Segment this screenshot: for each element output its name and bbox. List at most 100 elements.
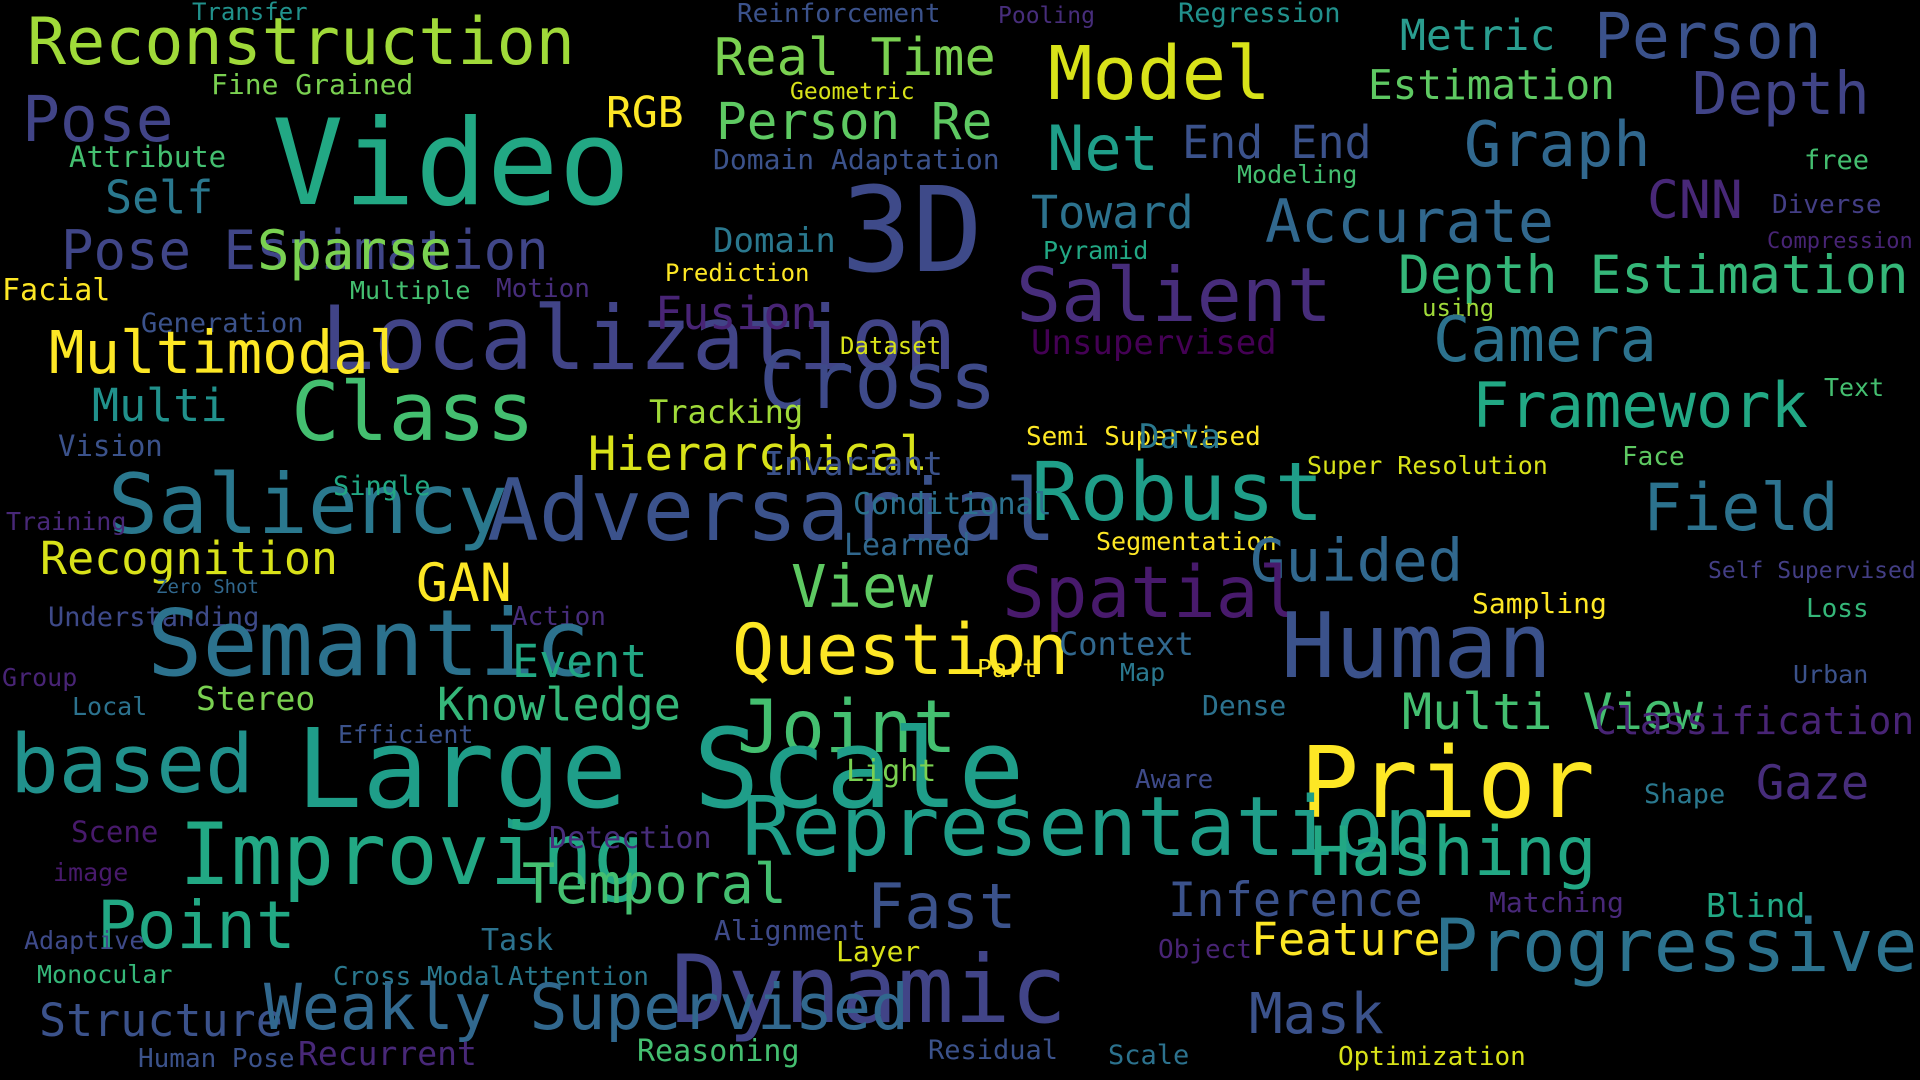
word-using: using	[1422, 294, 1495, 322]
word-multimodal: Multimodal	[49, 318, 405, 387]
word-cnn: CNN	[1647, 170, 1743, 231]
word-regression: Regression	[1178, 0, 1341, 29]
word-inference: Inference	[1168, 873, 1423, 928]
word-question: Question	[732, 609, 1070, 691]
word-sampling: Sampling	[1472, 587, 1607, 620]
word-spatial: Spatial	[1002, 551, 1302, 634]
word-knowledge: Knowledge	[437, 678, 681, 731]
word-scene: Scene	[71, 815, 159, 849]
word-group: Group	[2, 663, 78, 692]
word-alignment: Alignment	[714, 914, 866, 947]
word-based: based	[10, 718, 254, 812]
word-reconstruction: Reconstruction	[27, 5, 575, 80]
word-feature: Feature	[1251, 913, 1441, 966]
word-framework: Framework	[1472, 369, 1808, 442]
word-dense: Dense	[1202, 689, 1287, 722]
word-guided: Guided	[1250, 526, 1464, 595]
word-reasoning: Reasoning	[637, 1034, 800, 1069]
word-real-time: Real Time	[714, 28, 996, 88]
word-saliency: Saliency	[108, 456, 508, 553]
word-estimation: Estimation	[1368, 61, 1615, 109]
word-diverse: Diverse	[1772, 190, 1882, 220]
word-depth: Depth	[1692, 59, 1870, 128]
word-fusion: Fusion	[655, 287, 818, 340]
word-robust: Robust	[1031, 446, 1324, 540]
word-weakly-supervised: Weakly Supervised	[264, 971, 909, 1044]
word-stereo: Stereo	[196, 679, 316, 718]
word-recurrent: Recurrent	[298, 1034, 477, 1073]
word-rgb: RGB	[606, 88, 684, 138]
word-cross: Cross	[759, 335, 997, 427]
word-optimization: Optimization	[1338, 1042, 1526, 1072]
word-prior: Prior	[1300, 727, 1596, 841]
word-point: Point	[97, 887, 296, 964]
word-salient: Salient	[1016, 251, 1333, 339]
word-cross-modal: Cross Modal	[333, 962, 506, 992]
word-matching: Matching	[1489, 886, 1624, 919]
word-learned: Learned	[844, 528, 971, 563]
word-urban: Urban	[1793, 660, 1869, 689]
word-monocular: Monocular	[37, 960, 173, 989]
word-fine-grained: Fine Grained	[211, 68, 414, 101]
word-attention: Attention	[508, 962, 649, 992]
word-net: Net	[1047, 112, 1159, 185]
word-light: Light	[846, 754, 937, 789]
word-geometric: Geometric	[790, 79, 915, 105]
word-person: Person	[1594, 0, 1822, 73]
word-modeling: Modeling	[1237, 160, 1358, 189]
word-dataset: Dataset	[840, 332, 942, 360]
word-conditional: Conditional	[853, 487, 1052, 522]
word-single: Single	[333, 471, 431, 502]
word-object: Object	[1158, 935, 1252, 965]
word-classification: Classification	[1594, 699, 1915, 743]
word-image: image	[53, 858, 129, 887]
word-temporal: Temporal	[522, 852, 787, 916]
word-reinforcement: Reinforcement	[737, 0, 941, 29]
word-shape: Shape	[1644, 779, 1726, 810]
word-blind: Blind	[1706, 886, 1806, 925]
word-3d: 3D	[841, 161, 984, 299]
word-improving: Improving	[179, 805, 645, 905]
word-map: Map	[1120, 658, 1166, 687]
word-domain-adaptation: Domain Adaptation	[713, 143, 1000, 176]
word-person-re: Person Re	[716, 93, 993, 152]
word-multiple: Multiple	[350, 276, 471, 305]
word-multi-view: Multi View	[1402, 683, 1704, 741]
word-efficient: Efficient	[338, 720, 474, 749]
word-video: Video	[272, 95, 631, 233]
word-generation: Generation	[141, 308, 304, 339]
word-metric: Metric	[1400, 11, 1556, 61]
word-hierarchical: Hierarchical	[588, 427, 928, 482]
word-fast: Fast	[867, 870, 1017, 943]
word-gaze: Gaze	[1756, 756, 1870, 811]
word-pyramid: Pyramid	[1043, 236, 1149, 265]
word-part: Part	[977, 654, 1038, 683]
word-training: Training	[6, 507, 127, 536]
word-depth-estimation: Depth Estimation	[1398, 245, 1909, 306]
word-human: Human	[1281, 594, 1552, 699]
word-layer: Layer	[836, 935, 921, 968]
word-semantic: Semantic	[147, 590, 591, 697]
word-text: Text	[1824, 373, 1885, 402]
word-scale: Scale	[1108, 1040, 1190, 1071]
word-zero-shot: Zero Shot	[156, 576, 259, 598]
word-joint: Joint	[737, 685, 957, 770]
word-context: Context	[1059, 625, 1194, 663]
word-data: Data	[1139, 417, 1221, 457]
word-face: Face	[1622, 442, 1685, 472]
word-aware: Aware	[1135, 765, 1214, 795]
word-attribute: Attribute	[69, 140, 227, 174]
word-end-end: End End	[1182, 116, 1372, 169]
word-adversarial: Adversarial	[487, 461, 1057, 561]
word-gan: GAN	[416, 553, 512, 614]
word-accurate: Accurate	[1265, 187, 1554, 257]
word-free: free	[1804, 145, 1870, 176]
word-domain: Domain	[713, 221, 836, 261]
word-unsupervised: Unsupervised	[1031, 323, 1277, 363]
word-pose-estimation: Pose Estimation	[61, 219, 549, 282]
word-graph: Graph	[1464, 108, 1651, 181]
word-adaptive: Adaptive	[24, 926, 145, 955]
word-toward: Toward	[1031, 186, 1194, 239]
word-sparse: Sparse	[257, 219, 453, 282]
